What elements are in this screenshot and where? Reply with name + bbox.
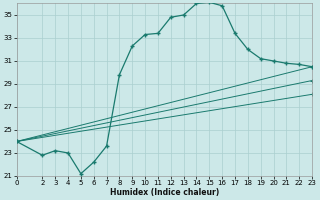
X-axis label: Humidex (Indice chaleur): Humidex (Indice chaleur) bbox=[110, 188, 219, 197]
